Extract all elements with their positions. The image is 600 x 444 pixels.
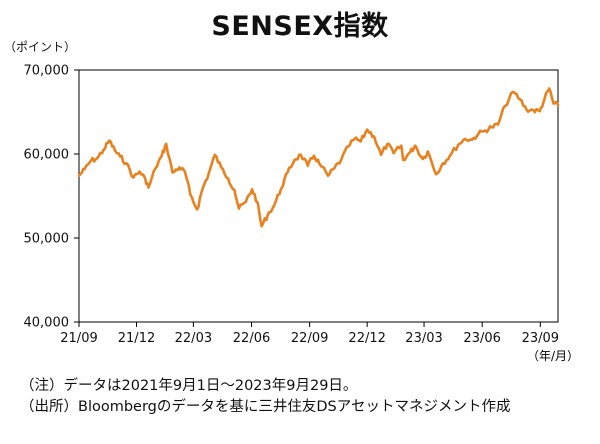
x-axis: 21/09 21/12 22/03 22/06 22/09 22/12 23/03 23/06… (60, 322, 559, 346)
footnote-period: （注）データは2021年9月1日～2023年9月29日。 (20, 378, 358, 394)
x-tick-label: 22/03 (175, 331, 212, 346)
sensex-series-line (77, 87, 560, 228)
x-axis-unit-label: （年/月） (527, 349, 579, 363)
y-tick-label: 50,000 (24, 232, 70, 247)
x-tick-label: 22/12 (348, 331, 385, 346)
x-tick-label: 21/09 (60, 331, 97, 346)
footnote-source: （出所）Bloombergのデータを基に三井住友DSアセットマネジメント作成 (20, 399, 511, 415)
plot-area-frame (78, 69, 559, 323)
x-tick-label: 22/09 (291, 331, 328, 346)
footnotes: （注）データは2021年9月1日～2023年9月29日。 （出所）Bloombe… (20, 376, 510, 418)
y-axis-unit-label: （ポイント） (4, 40, 77, 54)
x-tick-label: 23/03 (405, 331, 442, 346)
chart-title: SENSEX指数 (211, 11, 389, 42)
x-tick-label: 23/09 (522, 331, 559, 346)
x-tick-label: 23/06 (463, 331, 500, 346)
y-tick-label: 40,000 (24, 316, 70, 331)
y-tick-label: 70,000 (24, 64, 70, 79)
y-tick-label: 60,000 (24, 148, 70, 163)
y-axis: 40,000 50,000 60,000 70,000 (24, 64, 79, 331)
x-tick-label: 21/12 (118, 331, 155, 346)
x-tick-label: 22/06 (233, 331, 270, 346)
